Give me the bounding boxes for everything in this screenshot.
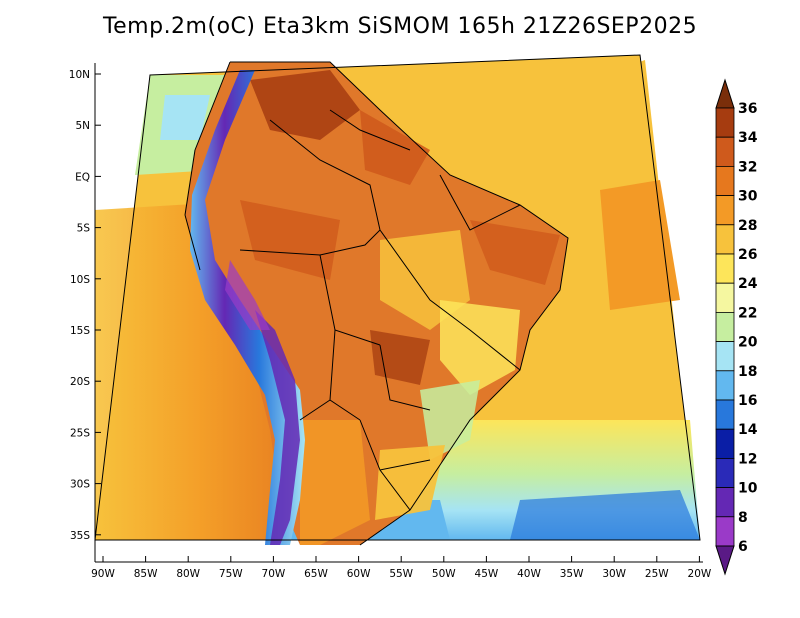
colorbar-bottom-arrow	[715, 545, 735, 576]
lon-tick-label: 30W	[602, 568, 626, 580]
colorbar-segment	[715, 165, 735, 196]
colorbar-label: 10	[738, 481, 758, 497]
colorbar-segment	[715, 311, 735, 342]
lon-tick-label: 20W	[688, 568, 712, 580]
andes-ridge	[190, 70, 305, 545]
lat-tick-label: 15S	[70, 325, 90, 337]
longitude-ticks: 90W 85W 80W 75W 70W 65W 60W 55W 50W 45W 40W 35W 30W 2…	[91, 556, 712, 580]
colorbar-label: 8	[738, 510, 748, 526]
lon-tick-label: 85W	[134, 568, 158, 580]
colorbar-segment	[715, 282, 735, 313]
lat-tick-label: 5N	[75, 120, 90, 132]
lon-tick-label: 70W	[262, 568, 286, 580]
lon-tick-label: 25W	[645, 568, 669, 580]
colorbar-segment	[715, 428, 735, 459]
lon-tick-label: 50W	[432, 568, 456, 580]
latitude-ticks: 10N 5N EQ 5S 10S 15S 20S 25S 30S 35S	[69, 69, 101, 542]
country-borders	[184, 61, 569, 546]
lon-tick-label: 65W	[304, 568, 328, 580]
lat-tick-label: 20S	[70, 376, 90, 388]
lat-tick-label: 10S	[70, 274, 90, 286]
lat-tick-label: 5S	[77, 223, 91, 235]
lat-tick-label: EQ	[75, 171, 90, 183]
colorbar-label: 16	[738, 393, 757, 409]
lat-tick-label: 25S	[70, 427, 90, 439]
map-title: Temp.2m(oC) Eta3km SiSMOM 165h 21Z26SEP2…	[102, 14, 698, 39]
colorbar-label: 12	[738, 451, 757, 467]
colorbar-label: 6	[738, 539, 748, 555]
colorbar-label: 22	[738, 305, 757, 321]
colorbar-segment	[715, 224, 735, 255]
lat-tick-label: 35S	[70, 530, 90, 542]
lat-tick-label: 10N	[69, 69, 90, 81]
map-frame	[94, 54, 701, 541]
colorbar-segment	[715, 516, 735, 547]
lon-tick-label: 40W	[517, 568, 541, 580]
lon-tick-label: 60W	[347, 568, 371, 580]
colorbar-segment	[715, 487, 735, 518]
lat-tick-label: 30S	[70, 479, 90, 491]
colorbar-segment	[715, 399, 735, 430]
colorbar-label: 26	[738, 247, 757, 263]
colorbar: 36 34 32 30 28 26 24 22 20 18 16 14 12 10 8 6	[715, 78, 758, 576]
colorbar-segment	[715, 136, 735, 167]
colorbar-label: 24	[738, 276, 758, 292]
colorbar-label: 20	[738, 335, 758, 351]
colorbar-label: 36	[738, 101, 757, 117]
colorbar-segment	[715, 457, 735, 488]
colorbar-segment	[715, 195, 735, 226]
lon-tick-label: 35W	[560, 568, 584, 580]
colorbar-label: 32	[738, 159, 757, 175]
lon-tick-label: 55W	[389, 568, 413, 580]
lon-tick-label: 45W	[475, 568, 499, 580]
colorbar-segment	[715, 341, 735, 372]
colorbar-label: 30	[738, 189, 758, 205]
lon-tick-label: 75W	[219, 568, 243, 580]
colorbar-label: 34	[738, 130, 758, 146]
colorbar-label: 18	[738, 364, 757, 380]
lon-tick-label: 90W	[91, 568, 115, 580]
colorbar-label: 14	[738, 422, 758, 438]
colorbar-segment	[715, 370, 735, 401]
lon-tick-label: 80W	[176, 568, 200, 580]
colorbar-segment	[715, 107, 735, 138]
colorbar-top-arrow	[715, 78, 735, 109]
colorbar-label: 28	[738, 218, 757, 234]
colorbar-segment	[715, 253, 735, 284]
